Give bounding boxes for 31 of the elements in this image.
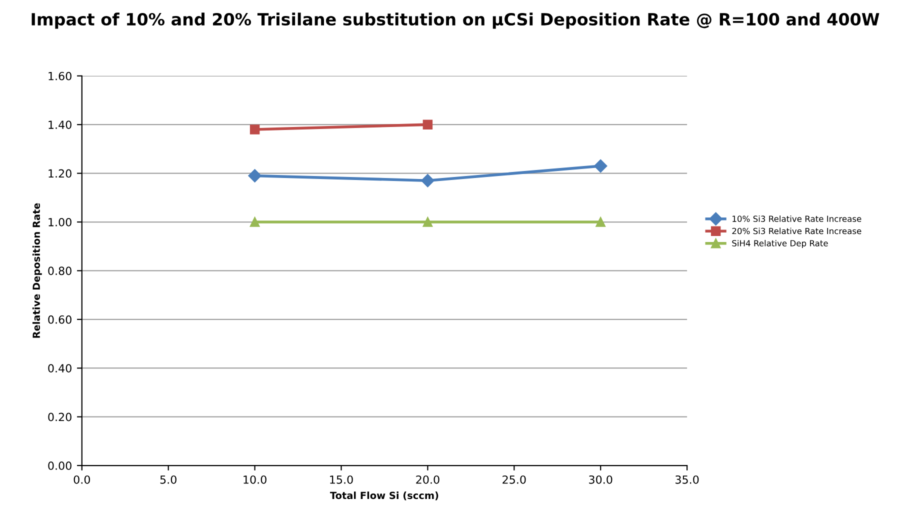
point (248, 169, 262, 182)
y-tick-label: 0.00 (48, 461, 72, 470)
legend-label: 20% Si3 Relative Rate Increase (732, 228, 862, 234)
y-tick-label: 1.00 (48, 218, 72, 226)
x-axis-title: Total Flow Si (sccm) (330, 492, 438, 500)
x-tick-label: 5.0 (160, 475, 176, 484)
y-tick-label: 1.20 (48, 169, 72, 178)
y-tick-label: 0.20 (48, 412, 72, 422)
x-tick-label: 15.0 (330, 475, 353, 484)
legend-label: SiH4 Relative Dep Rate (732, 240, 828, 248)
y-tick-label: 1.40 (48, 120, 72, 129)
legend-label: 10% Si3 Relative Rate Increase (732, 215, 862, 222)
x-tick-label: 30.0 (589, 475, 612, 484)
y-tick-label: 0.80 (48, 266, 72, 276)
point (250, 217, 260, 227)
x-tick-label: 35.0 (676, 475, 699, 484)
y-tick-label: 0.60 (48, 315, 72, 324)
x-tick-label: 0.0 (74, 475, 90, 484)
y-tick-label: 0.40 (48, 364, 72, 372)
point (250, 124, 260, 134)
chart-title: Impact of 10% and 20% Trisilane substitution on µCSi Deposition Rate @ R=100 and 400W (32, 12, 880, 29)
y-axis-title: Relative Deposition Rate (32, 203, 42, 338)
point (596, 217, 606, 227)
point (594, 159, 608, 173)
point (422, 217, 433, 227)
x-tick-label: 10.0 (244, 475, 266, 484)
x-tick-label: 20.0 (416, 475, 440, 484)
point (422, 120, 433, 130)
x-tick-label: 25.0 (502, 475, 526, 484)
point (421, 174, 434, 188)
y-tick-label: 1.60 (48, 72, 72, 80)
